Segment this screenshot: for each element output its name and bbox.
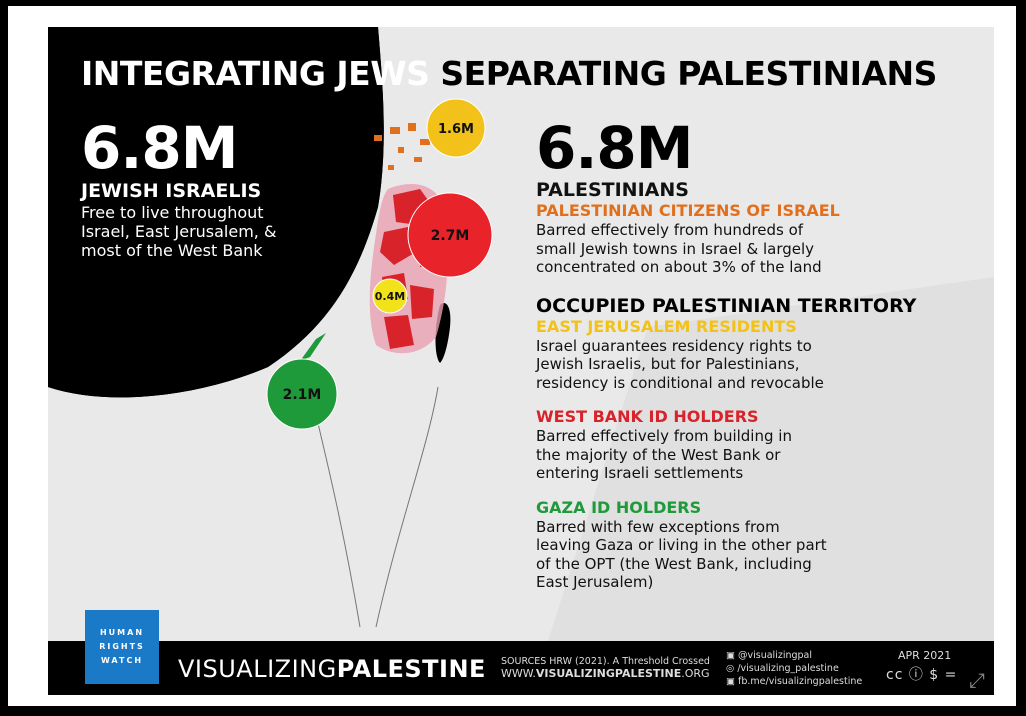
citizens-line-3: concentrated on about 3% of the land [536, 258, 822, 276]
land-texture [548, 277, 994, 641]
title-part2: SEPARATING PALESTINIANS [440, 54, 937, 93]
footer-bar [48, 641, 994, 695]
sources-site: VISUALIZINGPALESTINE [535, 667, 682, 680]
twitter-link[interactable]: ▣ @visualizingpal [726, 650, 813, 661]
gaza-line-2: leaving Gaza or living in the other part [536, 536, 827, 554]
instagram-link[interactable]: ◎ /visualizing_palestine [726, 663, 839, 674]
title-part1: INTEGRATING JEWS [81, 54, 430, 93]
citizens-heading: PALESTINIAN CITIZENS OF ISRAEL [536, 201, 840, 220]
sources: SOURCES HRW (2021). A Threshold Crossed … [501, 656, 710, 680]
westbank-circle: 2.7M [407, 192, 493, 278]
jewish-number: 6.8M [81, 114, 238, 182]
wb-line-3: entering Israeli settlements [536, 464, 744, 482]
date-label: APR 2021 [898, 649, 952, 662]
instagram-icon: ◎ [726, 663, 738, 674]
expand-icon[interactable]: ⤢ [969, 668, 985, 692]
twitter-icon: ▣ [726, 650, 738, 661]
hrw-line-2: RIGHTS [99, 642, 145, 651]
facebook-icon: ▣ [726, 676, 738, 687]
brand-light: VISUALIZING [178, 655, 337, 683]
jewish-label: JEWISH ISRAELIS [81, 180, 262, 202]
sources-line-2[interactable]: WWW.VISUALIZINGPALESTINE.ORG [501, 668, 710, 680]
jewish-israelis-block: 6.8M JEWISH ISRAELIS Free to live throug… [81, 117, 381, 260]
palestinian-number: 6.8M [536, 114, 693, 182]
palestinians-block: 6.8M PALESTINIANS PALESTINIAN CITIZENS O… [536, 117, 986, 592]
wb-line-1: Barred effectively from building in [536, 427, 792, 445]
gaza-strip [300, 333, 326, 361]
gaza-circle-label: 2.1M [283, 387, 322, 403]
hrw-logo: HUMAN RIGHTS WATCH [85, 610, 159, 684]
border-line-2 [375, 386, 439, 628]
infographic: 1.6M 2.7M 0.4M 2.1M INTEGRATING JEWS SEP… [48, 27, 994, 695]
israel-circle: 1.6M [426, 98, 486, 158]
israel-circle-label: 1.6M [438, 122, 474, 137]
social-links: ▣ @visualizingpal ◎ /visualizing_palesti… [726, 649, 862, 688]
opt-heading: OCCUPIED PALESTINIAN TERRITORY [536, 294, 917, 317]
image-frame: 1.6M 2.7M 0.4M 2.1M INTEGRATING JEWS SEP… [8, 6, 1016, 706]
brand-bold: PALESTINE [336, 655, 486, 683]
jewish-desc-2: Israel, East Jerusalem, & [81, 222, 277, 241]
jewish-desc-1: Free to live throughout [81, 203, 264, 222]
ej-line-1: Israel guarantees residency rights to [536, 336, 812, 355]
gaza-line-4: East Jerusalem) [536, 573, 654, 591]
citizens-line-1: Barred effectively from hundreds of [536, 221, 804, 239]
wb-line-2: the majority of the West Bank or [536, 445, 781, 464]
westbank-circle-label: 2.7M [431, 228, 470, 244]
map: 1.6M 2.7M 0.4M 2.1M [48, 27, 994, 641]
page-title: INTEGRATING JEWS SEPARATING PALESTINIANS [81, 54, 937, 94]
sources-tld: .ORG [681, 667, 710, 680]
eastjerusalem-circle: 0.4M [372, 278, 408, 314]
citizens-line-2: small Jewish towns in Israel & largely [536, 239, 815, 258]
facebook-link[interactable]: ▣ fb.me/visualizingpalestine [726, 676, 863, 687]
palestinian-label: PALESTINIANS [536, 179, 689, 201]
wb-heading: WEST BANK ID HOLDERS [536, 407, 759, 426]
gaza-line-1: Barred with few exceptions from [536, 517, 780, 536]
ej-line-2: Jewish Israelis, but for Palestinians, [536, 355, 800, 373]
ej-heading: EAST JERUSALEM RESIDENTS [536, 316, 797, 336]
sources-line-1: SOURCES HRW (2021). A Threshold Crossed [501, 656, 710, 667]
gaza-circle: 2.1M [266, 358, 338, 430]
gaza-line-3: of the OPT (the West Bank, including [536, 554, 812, 573]
hrw-line-3: WATCH [100, 656, 144, 665]
jewish-desc-3: most of the West Bank [81, 241, 263, 260]
brand-wordmark: VISUALIZINGPALESTINE [178, 655, 486, 683]
eastjerusalem-circle-label: 0.4M [375, 290, 405, 303]
sea-area [48, 27, 384, 398]
ej-line-3: residency is conditional and revocable [536, 373, 824, 392]
gaza-heading: GAZA ID HOLDERS [536, 497, 702, 517]
license-badge: cc ⓘ $ = [886, 667, 958, 683]
hrw-line-1: HUMAN [99, 628, 145, 637]
sources-www: WWW. [501, 667, 536, 680]
